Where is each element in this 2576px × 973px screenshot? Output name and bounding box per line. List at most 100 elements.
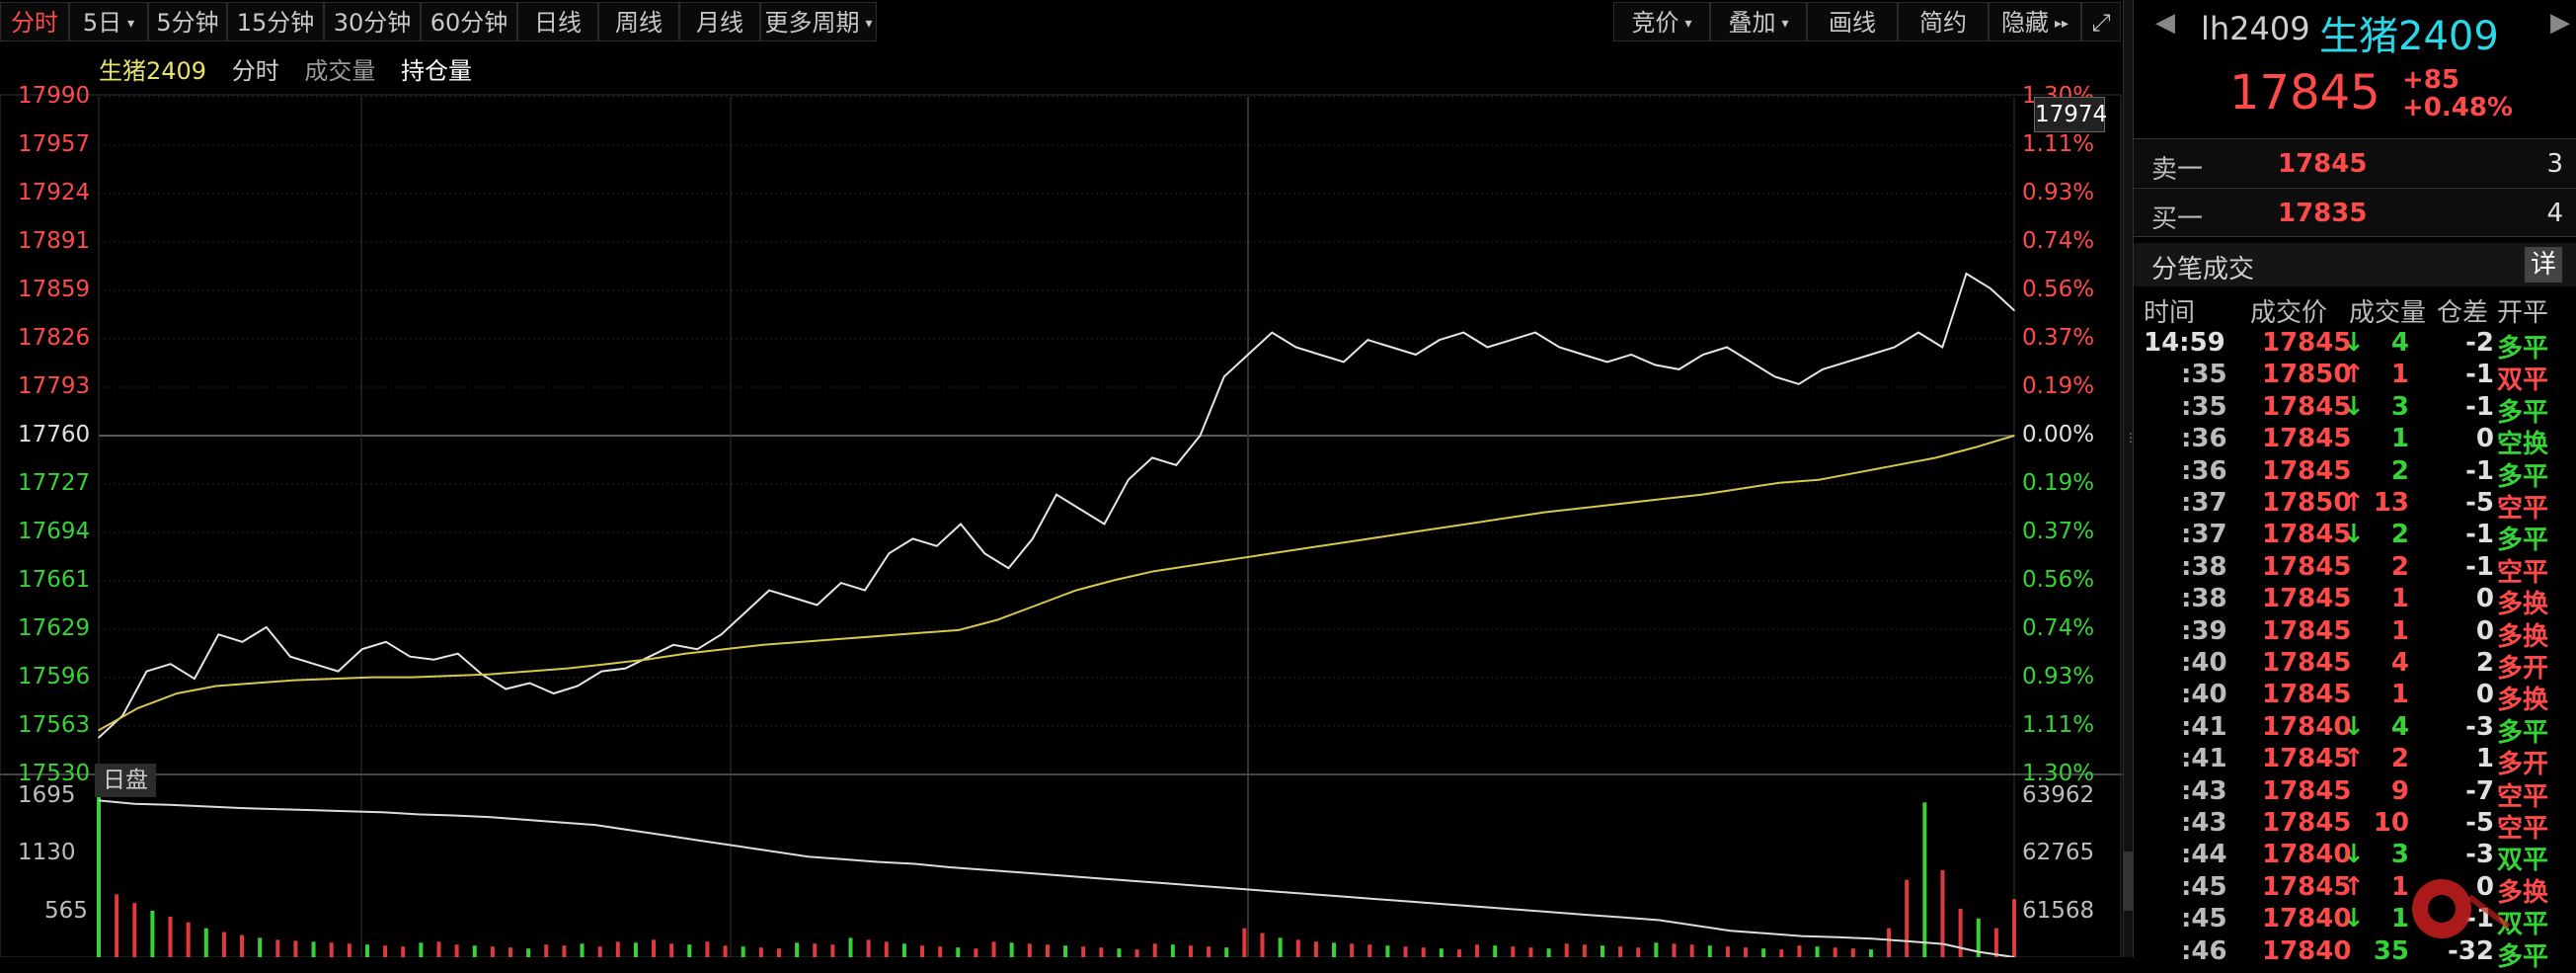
toolbar-right-0[interactable]: 竞价 ▾: [1613, 2, 1710, 41]
volume-bar: [1797, 945, 1802, 957]
period-tab-6[interactable]: 日线: [517, 2, 598, 41]
average-point: [1192, 564, 1195, 567]
toolbar-right-1[interactable]: 叠加 ▾: [1710, 2, 1807, 41]
period-tab-7[interactable]: 周线: [598, 2, 679, 41]
average-point: [527, 670, 530, 673]
period-tab-2[interactable]: 5分钟: [148, 2, 227, 41]
price-point: [1366, 339, 1369, 341]
volume-bar: [544, 944, 549, 957]
buy1-label: 买一: [2151, 204, 2204, 234]
volume-bar: [562, 945, 567, 957]
period-tab-5[interactable]: 60分钟: [421, 2, 517, 41]
price-line: [98, 272, 2015, 739]
volume-bar: [1170, 944, 1175, 957]
legend-open-interest[interactable]: 持仓量: [401, 57, 472, 85]
pct-tick-label: 0.37%: [2022, 519, 2095, 544]
expand-icon[interactable]: ⤢: [2081, 2, 2121, 41]
intraday-chart[interactable]: [0, 0, 2133, 957]
detail-button[interactable]: 详: [2525, 247, 2562, 283]
price-tick-label: 17859: [18, 277, 91, 302]
tick-dir: ↑: [2343, 744, 2365, 774]
prev-symbol-icon[interactable]: ◀: [2155, 8, 2175, 38]
volume-bar: [1725, 946, 1730, 957]
toolbar-right-label: 叠加: [1728, 9, 1776, 37]
toolbar-right-2[interactable]: 画线: [1807, 2, 1898, 41]
tick-type: 空平: [2497, 494, 2549, 524]
price-tick-label: 17661: [18, 567, 91, 593]
volume-bar: [1367, 944, 1372, 957]
tick-time: :39: [2181, 615, 2227, 646]
tick-type: 空平: [2497, 814, 2549, 844]
next-symbol-icon[interactable]: ▶: [2550, 8, 2570, 38]
buy1-price: 17835: [2278, 199, 2368, 228]
period-tab-8[interactable]: 月线: [679, 2, 760, 41]
tick-vol: 13: [2373, 488, 2409, 518]
price-point: [505, 688, 507, 690]
tick-dir: ↓: [2343, 711, 2365, 742]
volume-bar: [221, 932, 226, 957]
price-point: [1031, 537, 1034, 540]
volume-bar: [1313, 941, 1318, 957]
price-point: [1055, 493, 1057, 496]
current-price-tag: 17974: [2034, 97, 2107, 132]
tick-oi: -3: [2465, 840, 2494, 870]
average-point: [254, 682, 257, 685]
period-toolbar: 分时 5日 ▾ 5分钟 15分钟 30分钟 60分钟 日线 周线 月线 更多周期 ▾ 竞价 ▾ 叠加 ▾ 画线 简…: [0, 0, 2123, 45]
price-point: [1247, 354, 1249, 356]
collapse-handle[interactable]: [2124, 851, 2134, 911]
period-tab-label: 5日: [82, 9, 122, 37]
price-point: [1534, 331, 1536, 334]
session-tag[interactable]: 日盘: [95, 764, 156, 797]
price-point: [1941, 346, 1944, 349]
tick-time: :41: [2181, 744, 2227, 774]
volume-bar: [1207, 946, 1211, 957]
tick-vol: 1: [2390, 680, 2409, 710]
volume-bar: [1421, 947, 1426, 957]
chevron-down-icon: ▾: [1684, 16, 1692, 32]
price-point: [145, 670, 148, 673]
period-tab-4[interactable]: 30分钟: [324, 2, 421, 41]
pct-tick-label: 1.30%: [2022, 761, 2095, 786]
average-point: [489, 673, 491, 676]
period-tab-3[interactable]: 15分钟: [227, 2, 324, 41]
volume-bar: [1833, 947, 1837, 957]
volume-bar: [1332, 942, 1337, 957]
period-tab-label: 15分钟: [236, 9, 315, 37]
volume-bar: [758, 947, 763, 957]
volume-bar: [1027, 943, 1032, 957]
period-tab-1[interactable]: 5日 ▾: [69, 2, 148, 41]
price-point: [1103, 523, 1106, 526]
price-point: [169, 663, 172, 665]
volume-bar: [97, 793, 101, 957]
volume-bar: [383, 945, 388, 957]
tick-time: :36: [2181, 455, 2227, 486]
tick-price: 17840: [2262, 711, 2352, 742]
legend-volume[interactable]: 成交量: [304, 57, 376, 85]
price-point: [265, 626, 268, 628]
period-tab-9[interactable]: 更多周期 ▾: [760, 2, 877, 41]
volume-bar: [1636, 947, 1641, 957]
price-point: [1199, 435, 1202, 437]
volume-bar: [1564, 943, 1569, 957]
tick-oi: -2: [2465, 328, 2494, 358]
period-tab-label: 更多周期: [764, 9, 860, 37]
toolbar-right-3[interactable]: 简约: [1898, 2, 1989, 41]
toolbar-right-4[interactable]: 隐藏 ▸▸: [1989, 2, 2081, 41]
tick-time: :38: [2181, 584, 2227, 614]
volume-bar: [132, 903, 137, 957]
tick-type: 双平: [2497, 365, 2549, 396]
price-point: [1845, 361, 1848, 364]
volume-bar: [1761, 948, 1766, 957]
tick-type: 多开: [2497, 654, 2549, 684]
tick-row: :36 17845 2 -1 多平: [2134, 454, 2576, 492]
volume-bar: [1350, 943, 1355, 957]
volume-bar: [490, 946, 495, 957]
period-tab-0[interactable]: 分时: [0, 2, 69, 41]
price-point: [1605, 361, 1608, 364]
tick-price: 17845: [2262, 455, 2352, 486]
toolbar-right-label: 画线: [1829, 9, 1876, 37]
tick-row: :41 17845 ↑ 2 1 多开: [2134, 742, 2576, 779]
price-point: [648, 655, 651, 658]
volume-bar: [1295, 939, 1300, 957]
volume-bar: [1744, 947, 1749, 957]
